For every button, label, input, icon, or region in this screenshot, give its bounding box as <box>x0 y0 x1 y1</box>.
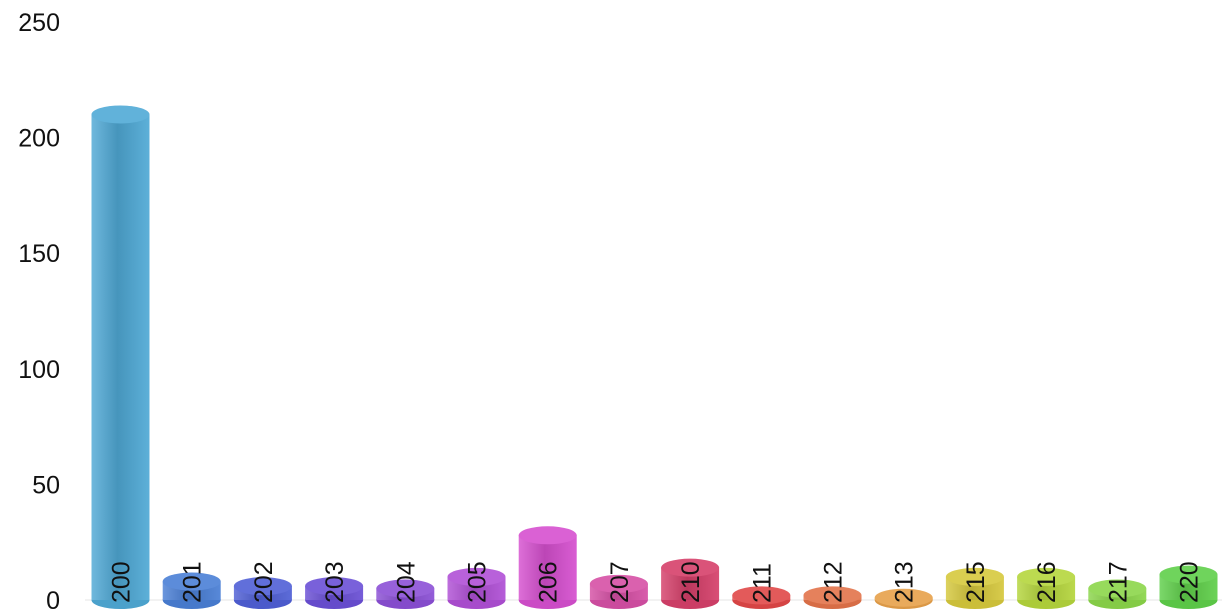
bar-top <box>91 105 150 124</box>
y-tick-label: 250 <box>18 9 60 37</box>
bar-202 <box>233 577 292 609</box>
category-label: 210 <box>677 561 705 603</box>
bar-204 <box>376 579 435 609</box>
bar-top <box>661 558 720 577</box>
bar-212 <box>803 586 862 609</box>
category-label: 200 <box>108 561 136 603</box>
bar-top <box>447 567 506 586</box>
bar-215 <box>945 567 1004 609</box>
category-labels: 200 201 202 203 204 205 206 207 210 211 212 213 215 2… <box>108 561 1204 603</box>
bar-top <box>305 577 364 596</box>
bar-220 <box>1159 565 1218 609</box>
category-label: 202 <box>250 561 278 603</box>
bar-203 <box>305 577 364 609</box>
y-tick-label: 150 <box>18 240 60 268</box>
category-label: 215 <box>962 561 990 603</box>
bar-206 <box>518 526 577 609</box>
bar-top <box>803 586 862 605</box>
bar-207 <box>589 574 648 609</box>
bar-top <box>1017 567 1076 586</box>
bar-top <box>1159 565 1218 584</box>
bar-body <box>518 535 577 600</box>
category-label: 213 <box>891 561 919 603</box>
category-label: 220 <box>1176 561 1204 603</box>
bar-top <box>874 588 933 607</box>
bar-200 <box>91 105 150 609</box>
bar-top <box>376 579 435 598</box>
bar-top <box>518 526 577 545</box>
bar-201 <box>162 572 221 609</box>
category-label: 206 <box>535 561 563 603</box>
category-label: 211 <box>748 563 776 603</box>
y-tick-label: 0 <box>46 587 60 613</box>
y-tick-label: 50 <box>32 471 60 499</box>
bar-top <box>945 567 1004 586</box>
category-label: 212 <box>820 561 848 603</box>
category-label: 205 <box>464 561 492 603</box>
bar-body <box>91 114 150 600</box>
bars-group <box>91 105 1218 609</box>
category-label: 204 <box>392 561 420 603</box>
bar-210 <box>661 558 720 609</box>
y-axis: 0 50 100 150 200 250 <box>18 9 60 613</box>
bar-top <box>162 572 221 591</box>
y-tick-label: 100 <box>18 356 60 384</box>
y-tick-label: 200 <box>18 125 60 153</box>
bar-top <box>732 586 791 605</box>
category-label: 207 <box>606 561 634 603</box>
category-label: 203 <box>321 561 349 603</box>
bar-211 <box>732 586 791 609</box>
bar-top <box>1088 579 1147 598</box>
bar-top <box>589 574 648 593</box>
bar-top <box>233 577 292 596</box>
category-label: 216 <box>1033 561 1061 603</box>
bar-205 <box>447 567 506 609</box>
bar-213 <box>874 588 933 609</box>
bar-217 <box>1088 579 1147 609</box>
bar-216 <box>1017 567 1076 609</box>
category-label: 201 <box>179 561 207 603</box>
category-label: 217 <box>1104 561 1132 603</box>
